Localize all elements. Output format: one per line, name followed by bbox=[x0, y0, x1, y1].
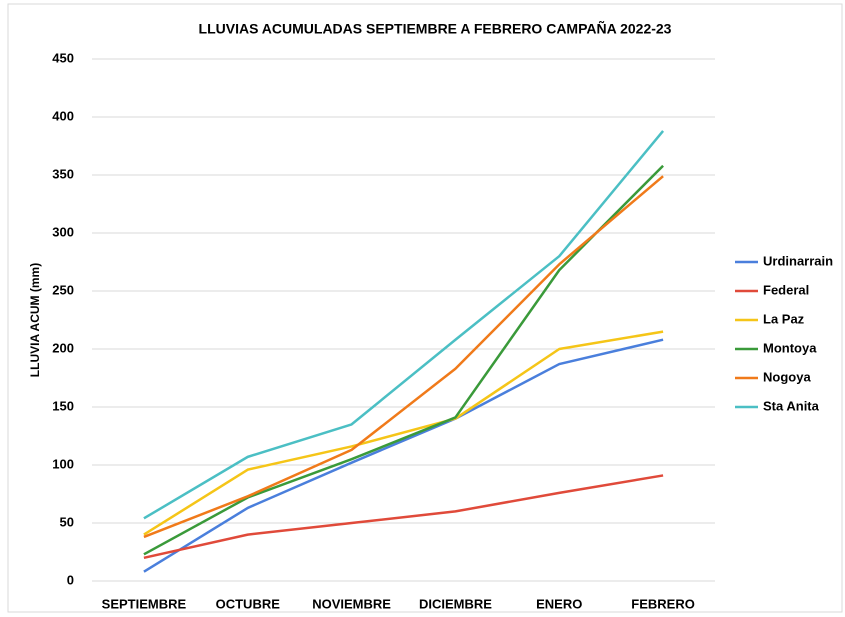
y-tick-label: 100 bbox=[52, 456, 74, 471]
series-line bbox=[143, 338, 664, 573]
legend-label: Montoya bbox=[763, 340, 817, 355]
chart-title: LLUVIAS ACUMULADAS SEPTIEMBRE A FEBRERO … bbox=[199, 20, 672, 37]
y-tick-label: 300 bbox=[52, 224, 74, 239]
series-line bbox=[143, 330, 664, 536]
series-line bbox=[143, 164, 664, 556]
x-tick-label: ENERO bbox=[536, 596, 582, 611]
y-axis-label: LLUVIA ACUM (mm) bbox=[28, 263, 42, 377]
y-tick-label: 450 bbox=[52, 50, 74, 65]
legend-label: La Paz bbox=[763, 311, 805, 326]
x-tick-label: OCTUBRE bbox=[216, 596, 281, 611]
y-tick-label: 350 bbox=[52, 166, 74, 181]
x-tick-label: DICIEMBRE bbox=[419, 596, 492, 611]
series-line bbox=[143, 474, 664, 560]
legend-label: Nogoya bbox=[763, 369, 811, 384]
chart-border bbox=[7, 3, 843, 613]
y-tick-label: 50 bbox=[60, 514, 74, 529]
y-tick-label: 400 bbox=[52, 108, 74, 123]
x-tick-label: NOVIEMBRE bbox=[312, 596, 391, 611]
series-line bbox=[143, 130, 665, 520]
x-tick-label: SEPTIEMBRE bbox=[102, 596, 187, 611]
y-tick-label: 0 bbox=[67, 572, 74, 587]
y-tick-label: 250 bbox=[52, 282, 74, 297]
legend-label: Sta Anita bbox=[763, 398, 820, 413]
legend-label: Urdinarrain bbox=[763, 253, 833, 268]
y-tick-label: 150 bbox=[52, 398, 74, 413]
series-line bbox=[143, 175, 664, 539]
legend-label: Federal bbox=[763, 282, 809, 297]
y-tick-label: 200 bbox=[52, 340, 74, 355]
x-tick-label: FEBRERO bbox=[631, 596, 695, 611]
